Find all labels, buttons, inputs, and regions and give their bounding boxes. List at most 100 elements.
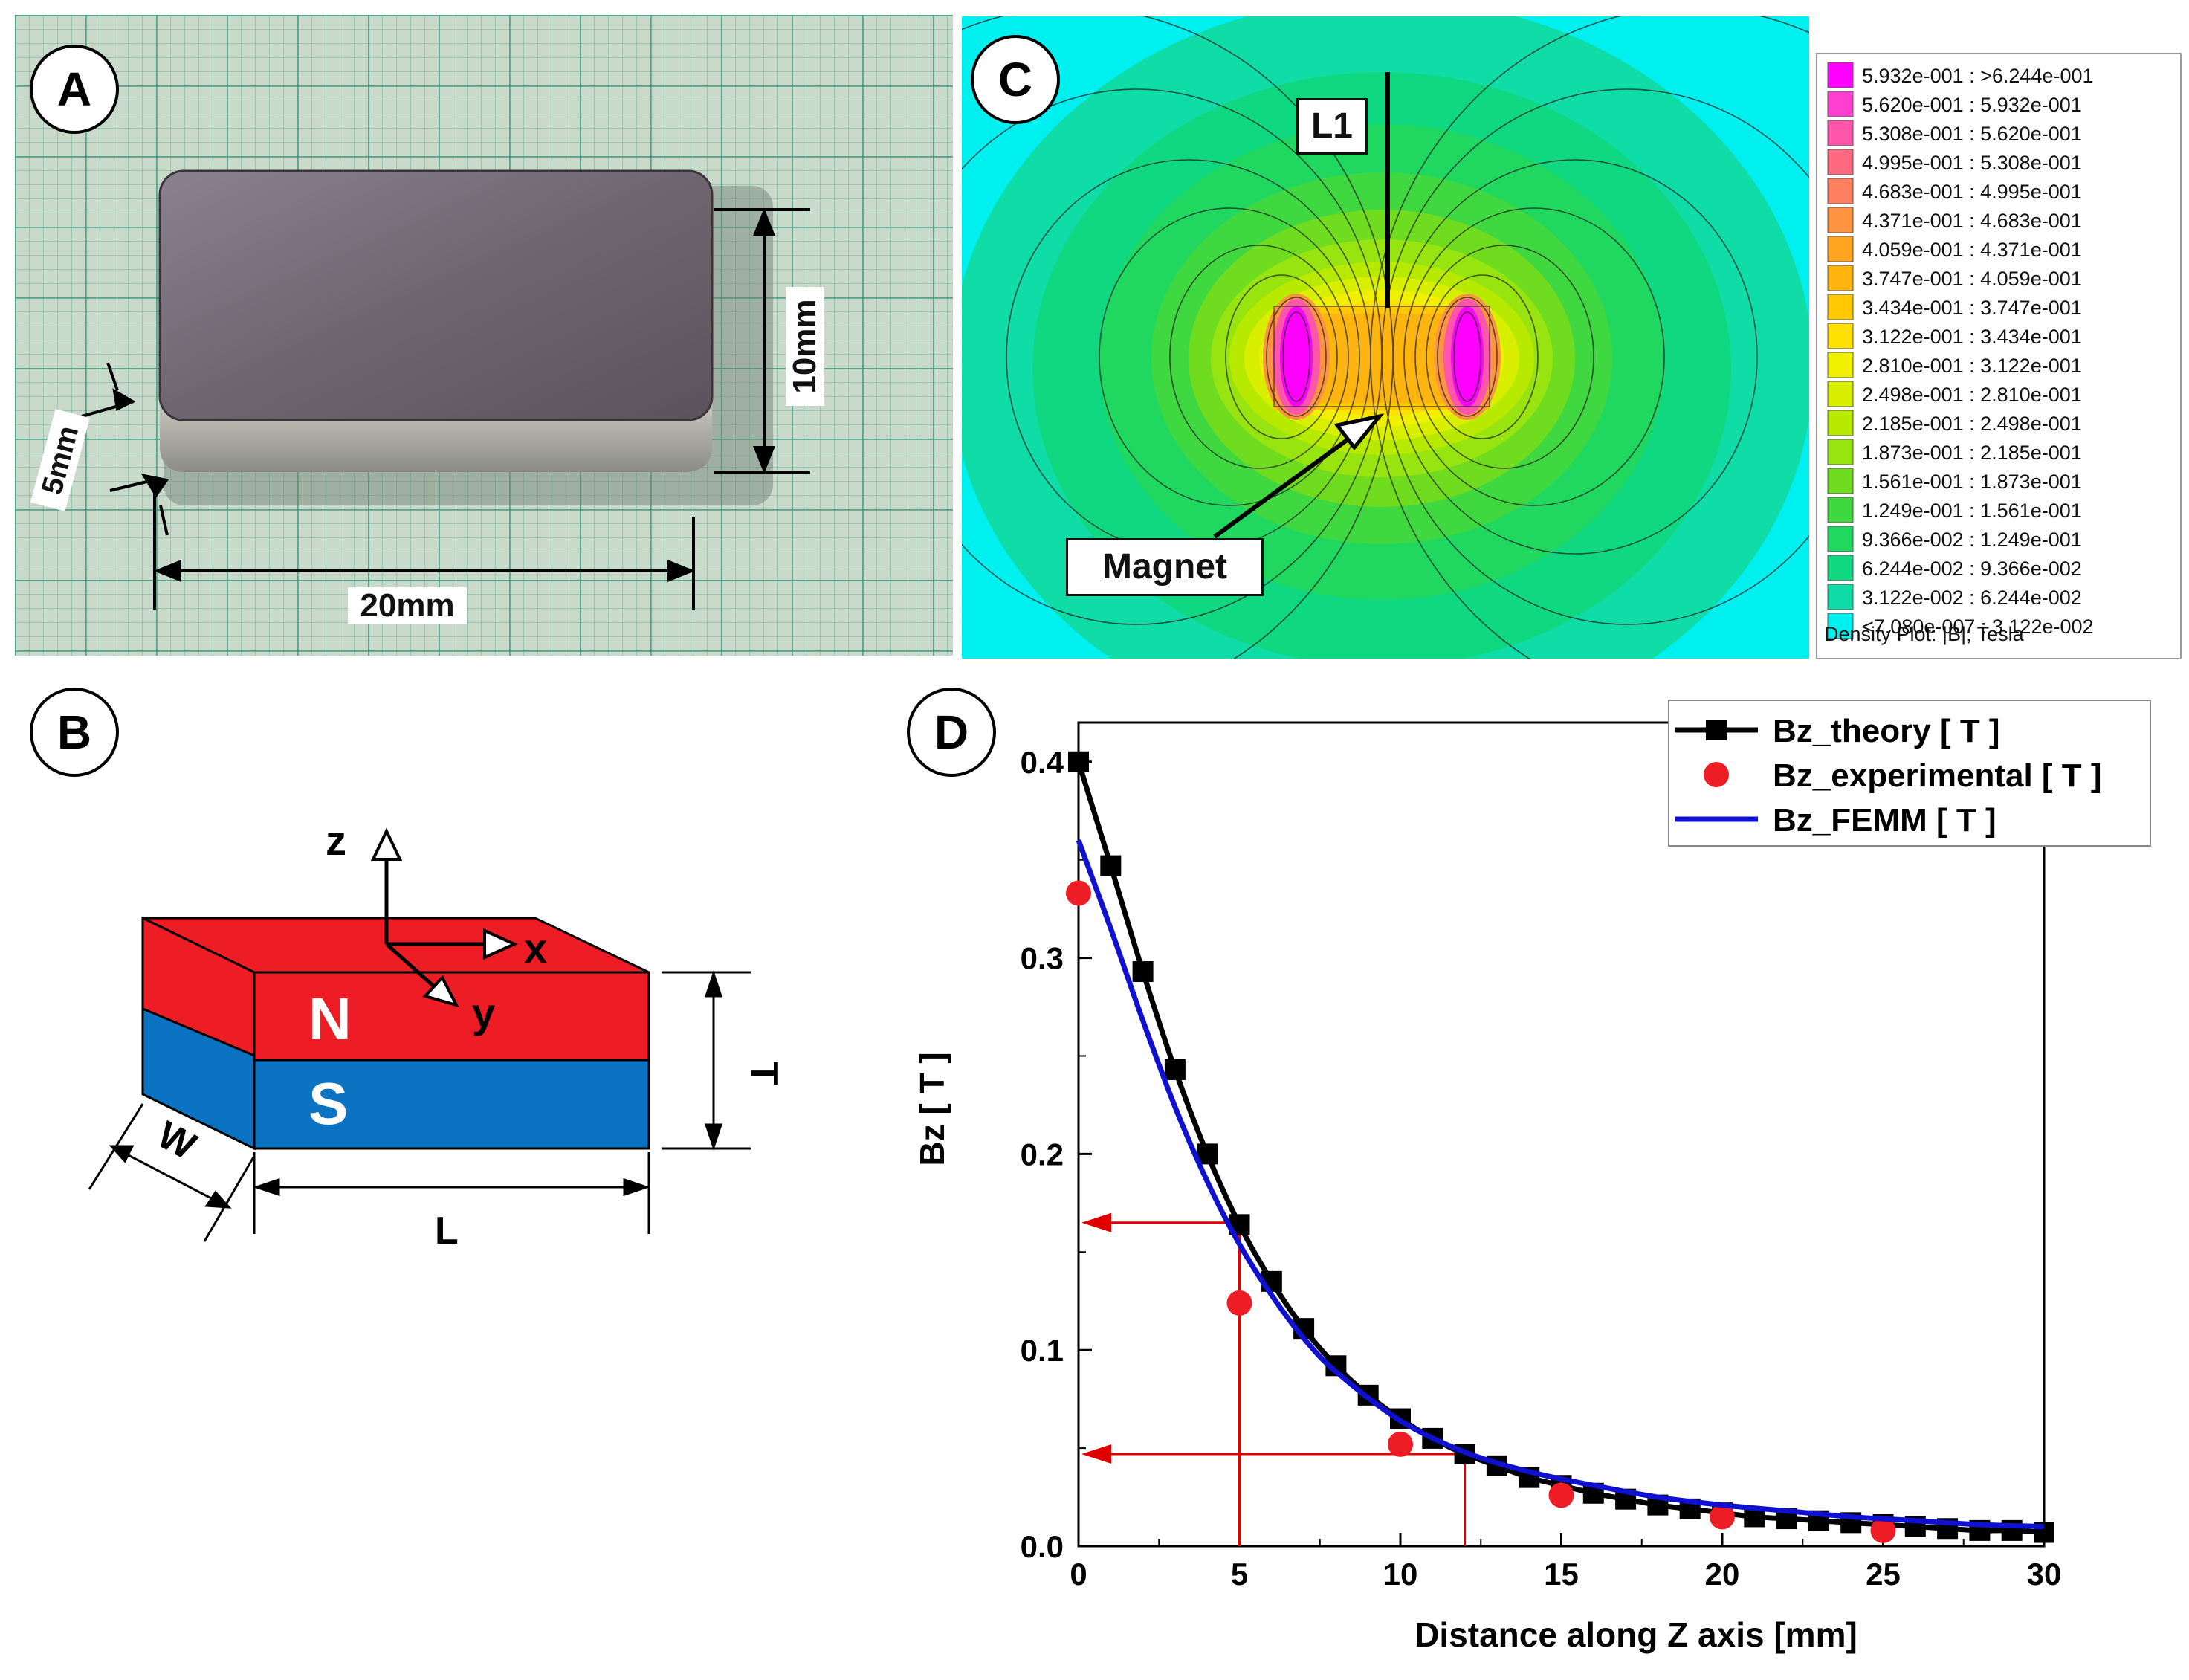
panel-d-letter: D [907,688,996,777]
legend-swatch [1827,468,1854,494]
legend-swatch [1827,613,1854,639]
thickness-dimension [81,362,169,536]
legend-label: 3.122e-001 : 3.434e-001 [1862,326,2082,348]
legend-swatch [1827,294,1854,320]
series-line-0 [1076,760,2045,1536]
experimental-point [1226,1290,1252,1316]
legend-swatch [1827,120,1854,146]
legend-label: 3.747e-001 : 4.059e-001 [1862,268,2082,290]
panel-a-letter: A [30,45,119,134]
legend-swatch [1827,91,1854,117]
theory-point [1100,855,1122,876]
legend-label: 4.059e-001 : 4.371e-001 [1862,239,2082,261]
series-line-2 [1076,839,2045,1530]
legend-label: 3.434e-001 : 3.747e-001 [1862,297,2082,319]
legend-label: <7.080e-007 : 3.122e-002 [1862,616,2094,638]
legend-swatch [1827,265,1854,291]
legend-swatch [1827,149,1854,175]
panel-d-chart: 0 5 10 15 20 25 30 0.0 0.1 0.2 0.3 0.4 Bz_theory [ … [847,669,2189,1676]
width-dimension [153,483,696,610]
legend-swatch [1827,526,1854,552]
y-tick-label: 0.1 [1021,1333,1064,1368]
legend-label: 5.932e-001 : >6.244e-001 [1862,65,2094,87]
legend-series-label: Bz_FEMM [ T ] [1773,802,1996,839]
y-tick-label: 0.2 [1021,1137,1064,1172]
legend-title: Density Plot: |B|, Tesla [1824,623,2025,645]
legend-series-label: Bz_experimental [ T ] [1773,757,2102,794]
south-front-face [253,1059,650,1150]
magnet-schematic: N S z x y T L [88,817,786,1253]
annotation-arrowhead [1081,1444,1111,1464]
legend-marker [1704,762,1729,787]
x-tick-label: 25 [1866,1557,1901,1592]
legend-swatch [1827,381,1854,407]
density-field [962,16,1809,659]
panel-a-photo: 20mm 10mm 5mm A [15,15,953,656]
l-dim-label: L [435,1209,459,1253]
panel-b-schematic: N S z x y T L [15,669,862,1264]
length-dimension [253,1152,650,1234]
legend-label: 5.308e-001 : 5.620e-001 [1862,123,2082,145]
legend-swatch [1827,62,1854,88]
legend-swatch [1827,323,1854,349]
legend-label: 3.122e-002 : 6.244e-002 [1862,587,2082,609]
x-tick-label: 10 [1383,1557,1418,1592]
x-axis-title: Distance along Z axis [mm] [1414,1615,1857,1654]
legend-swatch [1827,178,1854,204]
y-axis-label: y [472,989,495,1036]
annotation-arrowhead [1081,1212,1111,1232]
x-tick-label: 5 [1231,1557,1248,1592]
legend-label: 6.244e-002 : 9.366e-002 [1862,558,2082,580]
legend-swatch [1827,439,1854,465]
y-tick-label: 0.0 [1021,1529,1064,1564]
chart-series [1066,751,2054,1543]
experimental-point [1710,1504,1735,1530]
legend-label: 2.810e-001 : 3.122e-001 [1862,355,2082,377]
y-axis-title: Bz [ T ] [913,1052,951,1166]
legend-swatch [1827,584,1854,610]
magnet-label: Magnet [1066,538,1264,596]
theory-point [1068,751,1089,772]
legend-swatch [1827,207,1854,233]
theory-point [1164,1059,1186,1080]
experimental-point [1870,1517,1896,1543]
legend-items: 5.932e-001 : >6.244e-001 5.620e-001 : 5.9… [1824,62,2094,645]
density-plot-svg: 5.932e-001 : >6.244e-001 5.620e-001 : 5.9… [962,16,2182,659]
legend-swatch [1827,410,1854,436]
legend-marker [1706,720,1727,740]
legend-swatch [1827,497,1854,523]
legend-label: 4.683e-001 : 4.995e-001 [1862,181,2082,203]
color-legend [1816,53,2182,659]
x-tick-label: 15 [1544,1557,1579,1592]
theory-point [1132,961,1154,983]
x-tick-label: 30 [2027,1557,2062,1592]
legend-label: 2.185e-001 : 2.498e-001 [1862,413,2082,435]
w-dim-label: W [150,1114,203,1169]
south-pole-label: S [308,1070,348,1137]
legend-label: 1.249e-001 : 1.561e-001 [1862,500,2082,522]
panel-c-letter: C [971,35,1060,124]
thickness-dimension-b [662,970,751,1151]
north-pole-label: N [308,986,352,1052]
experimental-point [1066,880,1091,906]
legend-swatch [1827,555,1854,581]
width-dimension-b [88,1103,256,1242]
x-tick-label: 0 [1070,1557,1087,1592]
x-tick-label: 20 [1705,1557,1740,1592]
legend-label: 9.366e-002 : 1.249e-001 [1862,529,2082,551]
y-tick-label: 0.3 [1021,941,1064,976]
legend-swatch [1827,236,1854,262]
width-label: 20mm [348,587,467,624]
legend-label: 2.498e-001 : 2.810e-001 [1862,384,2082,406]
z-axis-label: z [326,817,346,864]
panel-b-letter: B [30,688,119,777]
axes-triad [370,827,518,1008]
legend-series-label: Bz_theory [ T ] [1773,713,2000,749]
magnet-top-face [158,169,714,421]
legend-label: 1.561e-001 : 1.873e-001 [1862,471,2082,493]
x-axis-label: x [524,925,547,972]
legend-label: 1.873e-001 : 2.185e-001 [1862,442,2082,464]
legend-label: 5.620e-001 : 5.932e-001 [1862,94,2082,116]
chart-annotations [1081,1212,1467,1546]
legend-label: 4.995e-001 : 5.308e-001 [1862,152,2082,174]
